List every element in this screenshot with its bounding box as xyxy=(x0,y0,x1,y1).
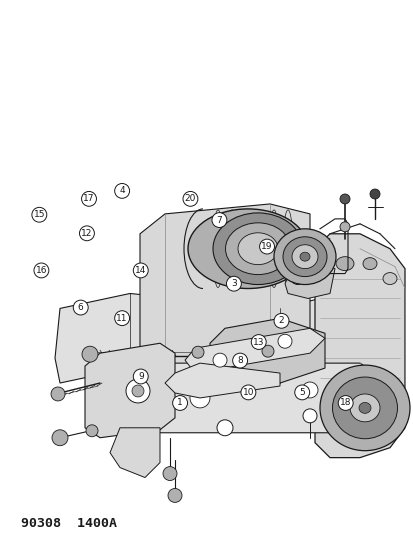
Polygon shape xyxy=(140,204,309,378)
Circle shape xyxy=(81,191,96,206)
Circle shape xyxy=(302,409,316,423)
Circle shape xyxy=(114,311,129,326)
Ellipse shape xyxy=(349,394,379,422)
Ellipse shape xyxy=(335,257,353,271)
Circle shape xyxy=(183,191,197,206)
Text: 12: 12 xyxy=(81,229,93,238)
Circle shape xyxy=(216,420,233,436)
Text: 11: 11 xyxy=(116,313,128,322)
Circle shape xyxy=(32,207,47,222)
Circle shape xyxy=(126,379,150,403)
Polygon shape xyxy=(110,363,379,433)
Circle shape xyxy=(251,335,266,350)
Ellipse shape xyxy=(225,223,290,274)
Circle shape xyxy=(86,425,98,437)
Text: 10: 10 xyxy=(242,388,254,397)
Circle shape xyxy=(337,395,352,410)
Text: 5: 5 xyxy=(299,388,304,397)
Circle shape xyxy=(34,263,49,278)
Circle shape xyxy=(226,276,241,291)
Polygon shape xyxy=(85,343,175,438)
Circle shape xyxy=(211,213,226,228)
Text: 6: 6 xyxy=(78,303,83,312)
Text: 14: 14 xyxy=(135,266,146,275)
Ellipse shape xyxy=(332,377,396,439)
Circle shape xyxy=(82,346,98,362)
Text: 18: 18 xyxy=(339,399,351,408)
Polygon shape xyxy=(55,294,359,383)
Circle shape xyxy=(51,387,65,401)
Circle shape xyxy=(277,334,291,348)
Text: 1: 1 xyxy=(177,399,183,408)
Ellipse shape xyxy=(362,257,376,270)
Ellipse shape xyxy=(188,209,307,288)
Ellipse shape xyxy=(319,365,409,451)
Ellipse shape xyxy=(212,213,302,285)
Ellipse shape xyxy=(299,252,309,261)
Text: 90308  1400A: 90308 1400A xyxy=(21,517,116,530)
Circle shape xyxy=(289,269,305,285)
Polygon shape xyxy=(314,234,404,458)
Circle shape xyxy=(369,189,379,199)
Ellipse shape xyxy=(282,237,326,277)
Text: 15: 15 xyxy=(33,210,45,219)
Circle shape xyxy=(114,183,129,198)
Circle shape xyxy=(273,313,288,328)
Circle shape xyxy=(52,430,68,446)
Circle shape xyxy=(339,222,349,232)
Circle shape xyxy=(261,345,273,357)
Circle shape xyxy=(133,263,148,278)
Text: 7: 7 xyxy=(216,215,222,224)
Text: 16: 16 xyxy=(36,266,47,275)
Polygon shape xyxy=(185,328,324,373)
Text: 2: 2 xyxy=(278,316,284,325)
Polygon shape xyxy=(209,318,324,383)
Text: 3: 3 xyxy=(230,279,236,288)
Ellipse shape xyxy=(237,233,277,264)
Circle shape xyxy=(73,300,88,315)
Circle shape xyxy=(259,239,274,254)
Text: 13: 13 xyxy=(252,337,264,346)
Circle shape xyxy=(303,241,315,253)
Circle shape xyxy=(190,388,209,408)
Circle shape xyxy=(168,488,182,503)
Circle shape xyxy=(232,353,247,368)
Circle shape xyxy=(294,385,309,400)
Ellipse shape xyxy=(273,229,335,285)
Ellipse shape xyxy=(358,402,370,414)
Circle shape xyxy=(212,353,226,367)
Circle shape xyxy=(301,382,317,398)
Polygon shape xyxy=(165,363,279,398)
Text: 19: 19 xyxy=(261,242,272,251)
Text: 9: 9 xyxy=(138,372,143,381)
Text: 8: 8 xyxy=(237,356,242,365)
Ellipse shape xyxy=(291,245,317,269)
Text: 20: 20 xyxy=(184,195,196,204)
Text: 4: 4 xyxy=(119,187,125,196)
Circle shape xyxy=(339,194,349,204)
Circle shape xyxy=(163,466,177,481)
Circle shape xyxy=(240,385,255,400)
Polygon shape xyxy=(284,264,334,298)
Circle shape xyxy=(132,385,144,397)
Text: 17: 17 xyxy=(83,195,95,204)
Circle shape xyxy=(79,226,94,241)
Circle shape xyxy=(172,395,187,410)
Circle shape xyxy=(192,346,204,358)
Ellipse shape xyxy=(382,272,396,285)
Circle shape xyxy=(133,369,148,384)
Polygon shape xyxy=(110,428,159,478)
